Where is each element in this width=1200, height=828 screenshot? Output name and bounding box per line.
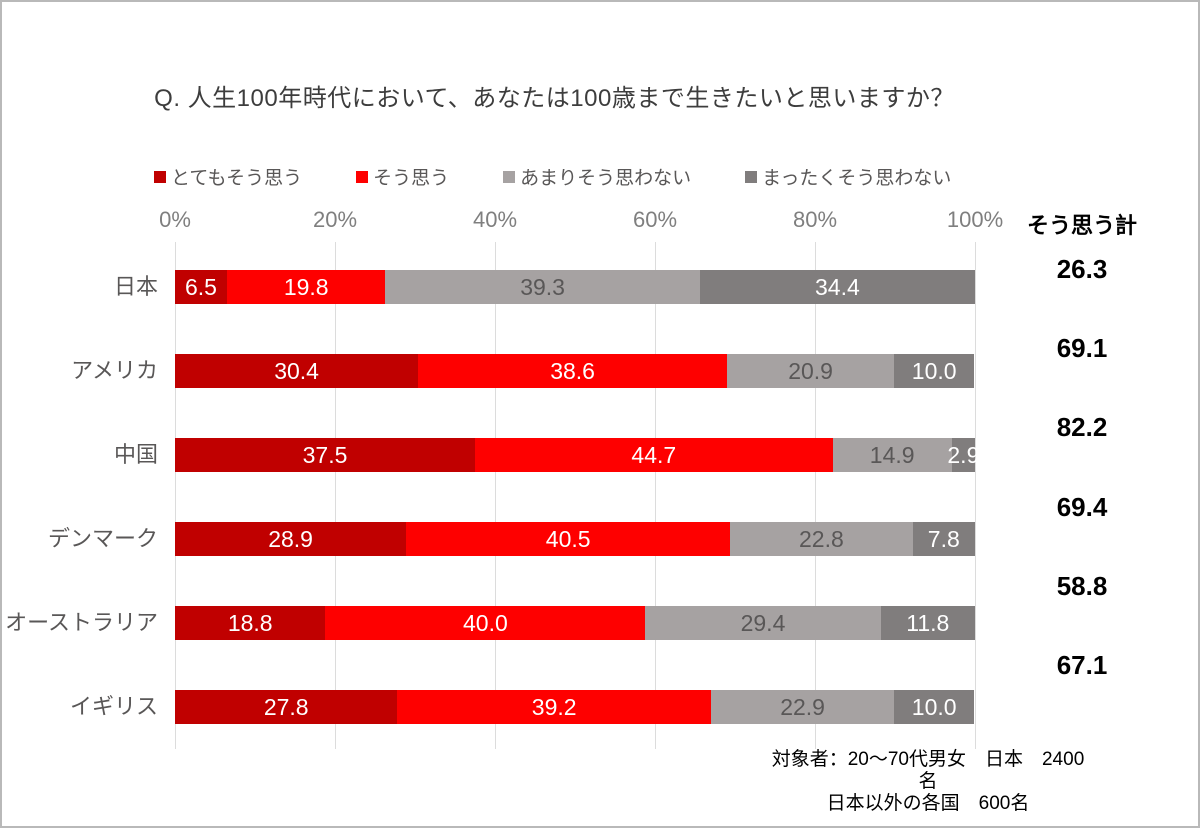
bar-row: 27.8 39.2 22.9 10.0 <box>175 690 975 724</box>
bar-row: 28.9 40.5 22.8 7.8 <box>175 522 975 556</box>
bar-segment: 40.5 <box>406 522 731 556</box>
chart-title: Q. 人生100年時代において、あなたは100歳まで生きたいと思いますか？ <box>154 85 955 112</box>
total-agree-value: 69.1 <box>1056 333 1108 364</box>
bar-segment: 22.9 <box>710 690 895 724</box>
bar-segment: 19.8 <box>227 270 386 304</box>
total-agree-value: 67.1 <box>1056 650 1108 680</box>
bar-segment-value: 44.7 <box>631 441 677 468</box>
bar-segment-value: 10.0 <box>911 357 957 384</box>
bar-segment: 37.5 <box>175 438 475 472</box>
bar-segment: 27.8 <box>175 690 398 724</box>
legend-label: あまりそう思わない <box>520 168 692 189</box>
bar-segment: 30.4 <box>175 354 419 388</box>
x-tick-label: 60% <box>632 207 678 232</box>
bar-segment: 2.9 <box>947 438 979 472</box>
bar-segment: 44.7 <box>475 438 833 472</box>
bar-segment: 28.9 <box>175 522 407 556</box>
gridline <box>814 242 816 749</box>
bar-segment: 7.8 <box>912 522 975 556</box>
bar-segment-value: 37.5 <box>302 441 348 468</box>
legend-label: そう思う <box>373 168 450 189</box>
legend-swatch-icon <box>356 170 369 183</box>
category-label: イギリス <box>69 694 158 719</box>
legend-item: とてもそう思う <box>154 163 302 190</box>
legend-swatch-icon <box>745 170 758 183</box>
bar-row: 6.5 19.8 39.3 34.4 <box>175 270 975 304</box>
gridline <box>654 242 656 749</box>
x-tick-label: 20% <box>312 207 358 232</box>
category-label: デンマーク <box>47 526 158 551</box>
bar-segment-value: 30.4 <box>274 357 319 384</box>
bar-segment-value: 10.0 <box>911 693 957 720</box>
legend: とてもそう思う そう思う あまりそう思わない まったくそう思わない <box>154 163 951 190</box>
bar-segment-value: 19.8 <box>283 273 329 300</box>
bar-segment: 18.8 <box>175 606 326 640</box>
total-agree-value: 26.3 <box>1056 254 1108 284</box>
category-label: アメリカ <box>71 358 158 383</box>
bar-segment: 38.6 <box>418 354 727 388</box>
bar-segment-value: 28.9 <box>268 525 313 552</box>
bar-segment: 34.4 <box>699 270 975 304</box>
bar-segment-value: 34.4 <box>814 273 860 300</box>
bar-segment-value: 40.5 <box>545 525 591 552</box>
bar-segment-value: 7.8 <box>927 525 960 552</box>
total-agree-value: 69.4 <box>1056 491 1108 522</box>
bar-row: 18.8 40.0 29.4 11.8 <box>175 606 975 640</box>
bar-segment-value: 22.9 <box>780 693 825 720</box>
bar-segment: 39.3 <box>385 270 700 304</box>
bar-segment: 10.0 <box>894 690 975 724</box>
footnote-line-1: 対象者：20～70代男女 日本 2400名 <box>771 749 1085 792</box>
bar-segment: 14.9 <box>832 438 952 472</box>
plot-area <box>174 242 976 749</box>
bar-segment: 29.4 <box>645 606 881 640</box>
gridline <box>494 242 496 749</box>
category-label: オーストラリア <box>5 610 158 635</box>
legend-label: とてもそう思う <box>171 168 303 189</box>
bar-segment: 11.8 <box>880 606 975 640</box>
category-label: 日本 <box>113 274 158 299</box>
bar-row: 37.5 44.7 14.9 2.9 <box>175 438 979 472</box>
x-tick-label: 100% <box>946 207 1004 232</box>
bar-segment-value: 39.2 <box>531 693 577 720</box>
legend-item: まったくそう思わない <box>745 163 951 190</box>
bar-segment-value: 6.5 <box>185 273 217 300</box>
legend-item: そう思う <box>356 163 449 190</box>
bar-segment-value: 40.0 <box>463 609 508 636</box>
bar-segment-value: 29.4 <box>740 609 786 636</box>
bar-segment: 10.0 <box>894 354 975 388</box>
footnote-line-2: 日本以外の各国 600名 <box>826 793 1030 814</box>
category-label: 中国 <box>113 442 158 467</box>
bar-segment: 20.9 <box>726 354 895 388</box>
bar-segment: 6.5 <box>175 270 227 304</box>
bar-segment: 22.8 <box>730 522 913 556</box>
bar-segment-value: 18.8 <box>227 609 273 636</box>
legend-label: まったくそう思わない <box>762 168 952 189</box>
gridline <box>174 242 176 749</box>
bar-segment: 40.0 <box>325 606 646 640</box>
bar-segment-value: 11.8 <box>906 609 950 636</box>
footnote: 対象者：20～70代男女 日本 2400名 日本以外の各国 600名 <box>770 749 1086 815</box>
x-tick-label: 0% <box>159 207 191 232</box>
gridline <box>974 242 976 749</box>
bar-segment-value: 20.9 <box>788 357 833 384</box>
bar-segment-value: 14.9 <box>869 441 915 468</box>
bar-segment: 39.2 <box>397 690 711 724</box>
bar-segment-value: 2.9 <box>947 441 980 468</box>
total-agree-value: 82.2 <box>1056 412 1108 443</box>
x-tick-label: 40% <box>472 207 518 232</box>
bar-segment-value: 38.6 <box>550 357 595 384</box>
bar-segment-value: 39.3 <box>520 273 565 300</box>
bar-row: 30.4 38.6 20.9 10.0 <box>175 354 975 388</box>
legend-swatch-icon <box>503 170 516 183</box>
legend-item: あまりそう思わない <box>503 163 691 190</box>
bar-segment-value: 27.8 <box>263 693 309 720</box>
legend-swatch-icon <box>154 170 166 183</box>
total-agree-value: 58.8 <box>1056 570 1108 601</box>
gridline <box>334 242 336 749</box>
bar-segment-value: 22.8 <box>799 525 844 552</box>
totals-column-header: そう思う計 <box>1026 213 1137 238</box>
x-tick-label: 80% <box>792 207 838 232</box>
